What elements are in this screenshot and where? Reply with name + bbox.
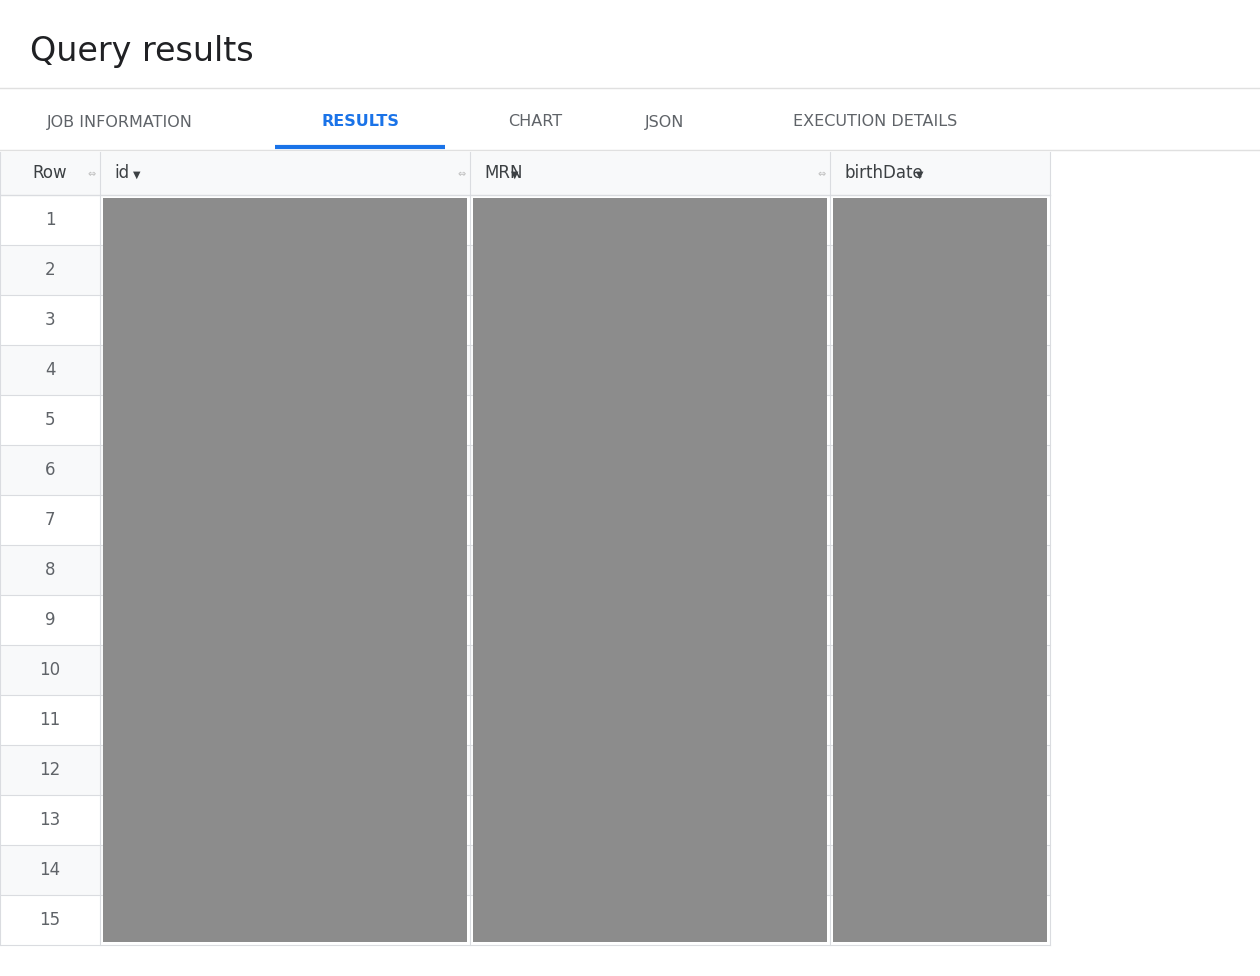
Text: 12: 12	[39, 761, 60, 779]
Bar	[0, 445, 1050, 495]
Bar	[0, 645, 1050, 695]
Bar	[472, 198, 827, 942]
Text: ▼: ▼	[916, 170, 924, 180]
Text: Query results: Query results	[30, 35, 253, 68]
Text: 13: 13	[39, 811, 60, 829]
Text: 5: 5	[45, 411, 55, 429]
Text: 7: 7	[45, 511, 55, 529]
Text: ⇔: ⇔	[457, 169, 466, 179]
Bar	[0, 345, 1050, 395]
Bar	[0, 845, 1050, 895]
Text: 9: 9	[45, 611, 55, 629]
Bar	[0, 295, 1050, 345]
Text: ⇔: ⇔	[88, 169, 96, 179]
Text: 8: 8	[45, 561, 55, 579]
Text: 10: 10	[39, 661, 60, 679]
Text: 6: 6	[45, 461, 55, 479]
Text: 11: 11	[39, 711, 60, 729]
Bar	[0, 245, 1050, 295]
Text: EXECUTION DETAILS: EXECUTION DETAILS	[793, 114, 958, 130]
Bar	[103, 198, 467, 942]
Text: JSON: JSON	[645, 114, 684, 130]
Text: 1: 1	[44, 211, 55, 229]
Text: 4: 4	[45, 361, 55, 379]
Text: ⇔: ⇔	[818, 169, 827, 179]
Text: 3: 3	[44, 311, 55, 329]
Bar	[0, 895, 1050, 945]
Text: CHART: CHART	[508, 114, 562, 130]
Bar	[0, 695, 1050, 745]
Text: MRN: MRN	[484, 165, 523, 183]
Text: JOB INFORMATION: JOB INFORMATION	[47, 114, 193, 130]
Text: birthDate: birthDate	[844, 165, 922, 183]
Text: ▼: ▼	[134, 170, 141, 180]
Bar	[0, 795, 1050, 845]
Bar	[0, 595, 1050, 645]
Text: 14: 14	[39, 861, 60, 879]
Bar	[0, 545, 1050, 595]
Bar	[0, 152, 1050, 195]
Text: Row: Row	[33, 165, 67, 183]
Text: id: id	[113, 165, 129, 183]
Text: RESULTS: RESULTS	[321, 114, 399, 130]
Bar	[0, 195, 1050, 245]
Bar	[0, 395, 1050, 445]
Bar	[0, 745, 1050, 795]
Text: 15: 15	[39, 911, 60, 929]
Text: 2: 2	[44, 261, 55, 279]
Bar	[0, 495, 1050, 545]
Text: ▼: ▼	[510, 170, 518, 180]
Bar	[833, 198, 1047, 942]
